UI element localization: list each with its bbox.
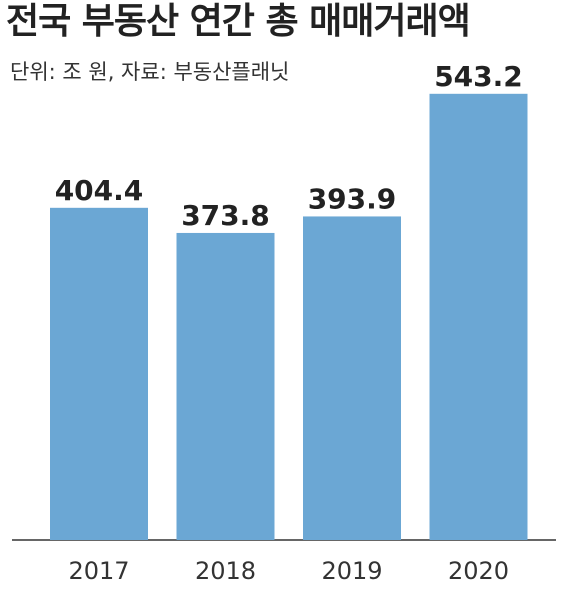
bar-2017: [50, 207, 148, 541]
bar-2018: [176, 232, 275, 540]
x-tick-label-2018: 2018: [195, 557, 256, 585]
x-tick-label-2017: 2017: [68, 557, 129, 585]
bar-2020: [429, 93, 528, 541]
chart-subtitle: 단위: 조 원, 자료: 부동산플래닛: [10, 60, 290, 84]
value-label-2019: 393.9: [308, 182, 397, 215]
value-label-2017: 404.4: [55, 174, 144, 207]
x-tick-label-2019: 2019: [321, 557, 382, 585]
value-label-2018: 373.8: [181, 199, 270, 232]
x-tick-label-2020: 2020: [448, 557, 509, 585]
value-label-2020: 543.2: [434, 60, 523, 93]
bar-2019: [303, 216, 401, 541]
chart-title: 전국 부동산 연간 총 매매거래액: [6, 1, 471, 42]
